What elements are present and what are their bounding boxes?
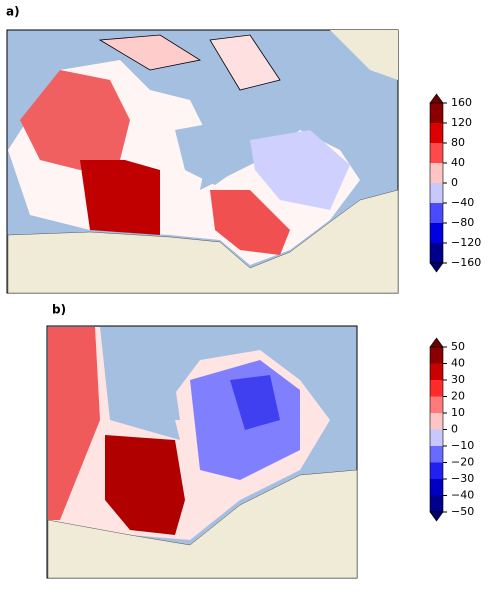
colorbar-extend-over xyxy=(429,337,444,348)
colorbar-tick-label: 50 xyxy=(451,340,465,353)
panel-label: b) xyxy=(52,303,66,317)
colorbar-extend-under xyxy=(429,262,444,273)
colorbar-segment xyxy=(430,163,443,183)
colorbar-tick-label: −40 xyxy=(451,196,474,209)
colorbar-tick-label: −120 xyxy=(451,236,481,249)
colorbar-segment xyxy=(430,143,443,163)
colorbar-tick-label: −40 xyxy=(451,489,474,502)
colorbar-segment xyxy=(430,380,443,397)
colorbar-segment xyxy=(430,462,443,479)
colorbar-extend-over xyxy=(429,93,444,104)
colorbar-tick-label: 10 xyxy=(451,406,465,419)
colorbar-segment xyxy=(430,413,443,430)
colorbar-segment xyxy=(430,429,443,446)
colorbar-segment xyxy=(430,495,443,512)
colorbar-segment xyxy=(430,347,443,364)
colorbar-segment xyxy=(430,446,443,463)
colorbar-tick-label: 0 xyxy=(451,176,458,189)
colorbar-segment xyxy=(430,183,443,203)
colorbar-segment xyxy=(430,396,443,413)
colorbar-tick-label: 40 xyxy=(451,156,465,169)
colorbar-tick-label: −50 xyxy=(451,505,474,518)
colorbar-segment xyxy=(430,363,443,380)
map-b xyxy=(46,325,358,579)
map-a xyxy=(6,29,399,294)
colorbar-tick-label: 30 xyxy=(451,373,465,386)
colorbar-tick-label: 20 xyxy=(451,390,465,403)
colorbar-tick-label: 0 xyxy=(451,423,458,436)
colorbar-segment xyxy=(430,203,443,223)
colorbar-segment xyxy=(430,243,443,263)
colorbar-segment xyxy=(430,223,443,243)
colorbar-tick-label: 40 xyxy=(451,357,465,370)
colorbar-tick-label: −10 xyxy=(451,439,474,452)
colorbar-tick-label: −160 xyxy=(451,256,481,269)
colorbar-tick-label: −30 xyxy=(451,472,474,485)
panel-label: a) xyxy=(6,5,20,19)
colorbar-tick-label: −20 xyxy=(451,456,474,469)
colorbar-segment xyxy=(430,123,443,143)
colorbar-tick-label: 120 xyxy=(451,116,472,129)
colorbar-segment xyxy=(430,103,443,123)
colorbar-segment xyxy=(430,479,443,496)
colorbar-tick-label: 80 xyxy=(451,136,465,149)
colorbar-extend-under xyxy=(429,511,444,522)
colorbar-tick-label: 160 xyxy=(451,96,472,109)
colorbar-tick-label: −80 xyxy=(451,216,474,229)
